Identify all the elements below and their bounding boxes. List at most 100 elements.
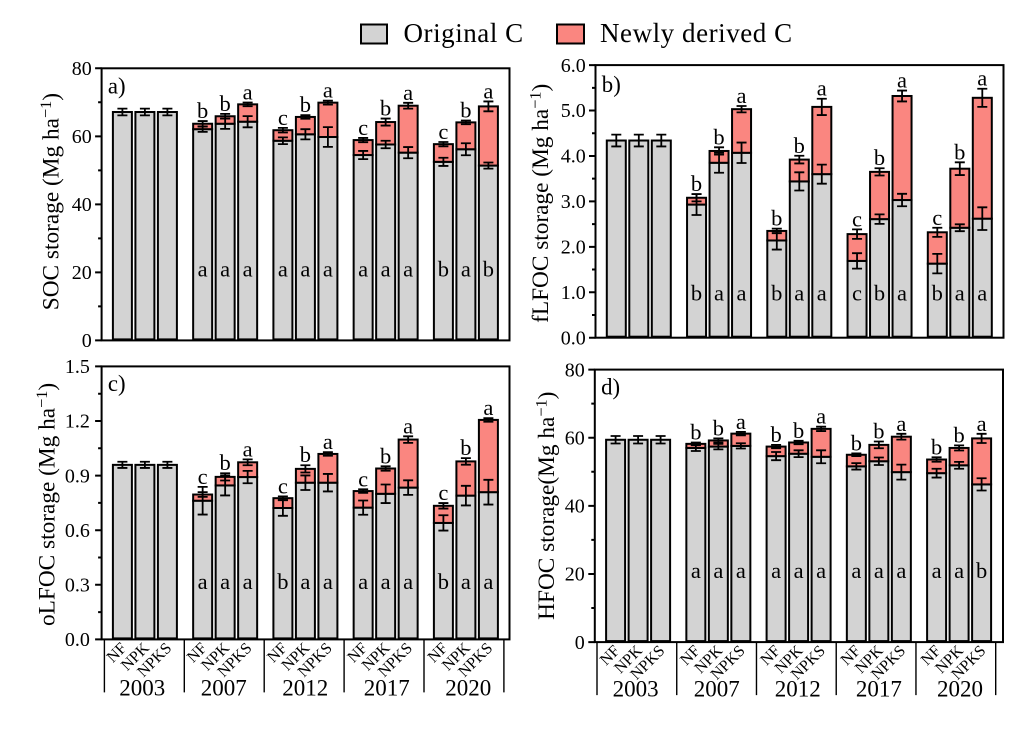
svg-text:a): a)	[108, 74, 126, 99]
svg-text:Original C: Original C	[404, 18, 524, 48]
svg-text:c: c	[278, 105, 288, 130]
svg-text:a: a	[874, 558, 884, 583]
svg-text:a: a	[691, 558, 701, 583]
svg-text:a: a	[737, 83, 747, 108]
svg-text:2.0: 2.0	[561, 237, 586, 259]
svg-text:2017: 2017	[364, 675, 410, 700]
svg-text:HFOC storage(Mg ha−1): HFOC storage(Mg ha−1)	[532, 392, 561, 620]
svg-text:80: 80	[72, 58, 92, 80]
svg-text:c: c	[358, 115, 368, 140]
svg-text:a: a	[243, 569, 253, 594]
svg-text:a: a	[977, 280, 987, 305]
svg-text:a: a	[817, 280, 827, 305]
svg-text:b: b	[460, 97, 471, 122]
svg-text:a: a	[198, 569, 208, 594]
svg-text:a: a	[220, 569, 230, 594]
svg-text:a: a	[278, 256, 288, 281]
svg-text:b: b	[380, 96, 391, 121]
svg-text:a: a	[300, 569, 310, 594]
svg-text:a: a	[954, 558, 964, 583]
svg-text:0: 0	[82, 330, 92, 352]
svg-text:0.6: 0.6	[65, 520, 90, 542]
svg-text:b: b	[771, 206, 782, 231]
svg-text:a: a	[323, 429, 333, 454]
svg-text:a: a	[955, 280, 965, 305]
svg-text:2012: 2012	[775, 676, 821, 701]
svg-text:b: b	[380, 443, 391, 468]
svg-text:b: b	[874, 145, 885, 170]
svg-text:a: a	[403, 569, 413, 594]
svg-text:c): c)	[108, 371, 126, 396]
svg-text:b: b	[691, 171, 702, 196]
svg-text:a: a	[932, 558, 942, 583]
svg-text:a: a	[483, 569, 493, 594]
svg-text:SOC storage (Mg ha−1): SOC storage (Mg ha−1)	[36, 93, 64, 310]
svg-text:b: b	[220, 450, 231, 475]
svg-text:a: a	[737, 280, 747, 305]
svg-text:a: a	[323, 256, 333, 281]
svg-text:c: c	[852, 280, 862, 305]
svg-text:oLFOC storage (Mg ha−1): oLFOC storage (Mg ha−1)	[32, 383, 61, 626]
svg-text:1.2: 1.2	[65, 411, 90, 433]
svg-text:b: b	[438, 569, 449, 594]
svg-text:a: a	[358, 256, 368, 281]
svg-text:0.9: 0.9	[65, 465, 90, 487]
svg-text:b: b	[713, 415, 724, 440]
svg-text:b: b	[691, 280, 702, 305]
svg-text:a: a	[243, 79, 253, 104]
svg-text:c: c	[852, 206, 862, 231]
svg-text:60: 60	[565, 427, 585, 449]
svg-text:a: a	[220, 256, 230, 281]
svg-text:a: a	[403, 80, 413, 105]
svg-text:b: b	[954, 139, 965, 164]
svg-text:a: a	[713, 558, 723, 583]
svg-text:c: c	[438, 480, 448, 505]
svg-text:a: a	[381, 256, 391, 281]
svg-text:Newly derived C: Newly derived C	[600, 18, 793, 48]
svg-text:a: a	[736, 409, 746, 434]
svg-text:b: b	[931, 434, 942, 459]
svg-text:b: b	[874, 280, 885, 305]
svg-text:b: b	[873, 418, 884, 443]
svg-text:5.0: 5.0	[561, 100, 586, 122]
svg-text:2007: 2007	[694, 676, 740, 701]
svg-text:a: a	[381, 569, 391, 594]
svg-text:b: b	[953, 422, 964, 447]
svg-text:a: a	[771, 558, 781, 583]
svg-text:b: b	[197, 98, 208, 123]
svg-text:c: c	[278, 473, 288, 498]
svg-text:b: b	[851, 430, 862, 455]
svg-text:a: a	[816, 558, 826, 583]
svg-text:a: a	[817, 76, 827, 101]
svg-text:c: c	[358, 466, 368, 491]
svg-text:0.0: 0.0	[65, 629, 90, 651]
svg-text:0: 0	[575, 632, 585, 654]
svg-text:a: a	[243, 256, 253, 281]
svg-text:b: b	[771, 280, 782, 305]
svg-text:a: a	[243, 436, 253, 461]
svg-text:a: a	[358, 569, 368, 594]
svg-text:a: a	[403, 256, 413, 281]
svg-text:2012: 2012	[282, 675, 328, 700]
svg-text:a: a	[794, 280, 804, 305]
svg-text:a: a	[714, 280, 724, 305]
svg-text:20: 20	[72, 262, 92, 284]
svg-text:b: b	[690, 419, 701, 444]
svg-text:3.0: 3.0	[561, 191, 586, 213]
svg-text:1.5: 1.5	[65, 356, 90, 378]
svg-text:2007: 2007	[201, 675, 247, 700]
svg-text:b: b	[483, 256, 494, 281]
svg-text:1.0: 1.0	[561, 282, 586, 304]
svg-text:b: b	[220, 91, 231, 116]
svg-text:2020: 2020	[937, 676, 983, 701]
svg-text:a: a	[897, 68, 907, 93]
svg-text:2020: 2020	[445, 675, 491, 700]
svg-text:a: a	[851, 558, 861, 583]
svg-text:b: b	[794, 133, 805, 158]
svg-text:b: b	[976, 558, 987, 583]
svg-text:b: b	[460, 435, 471, 460]
svg-text:a: a	[896, 558, 906, 583]
svg-text:a: a	[198, 256, 208, 281]
svg-text:b): b)	[602, 72, 621, 97]
svg-text:b: b	[300, 92, 311, 117]
